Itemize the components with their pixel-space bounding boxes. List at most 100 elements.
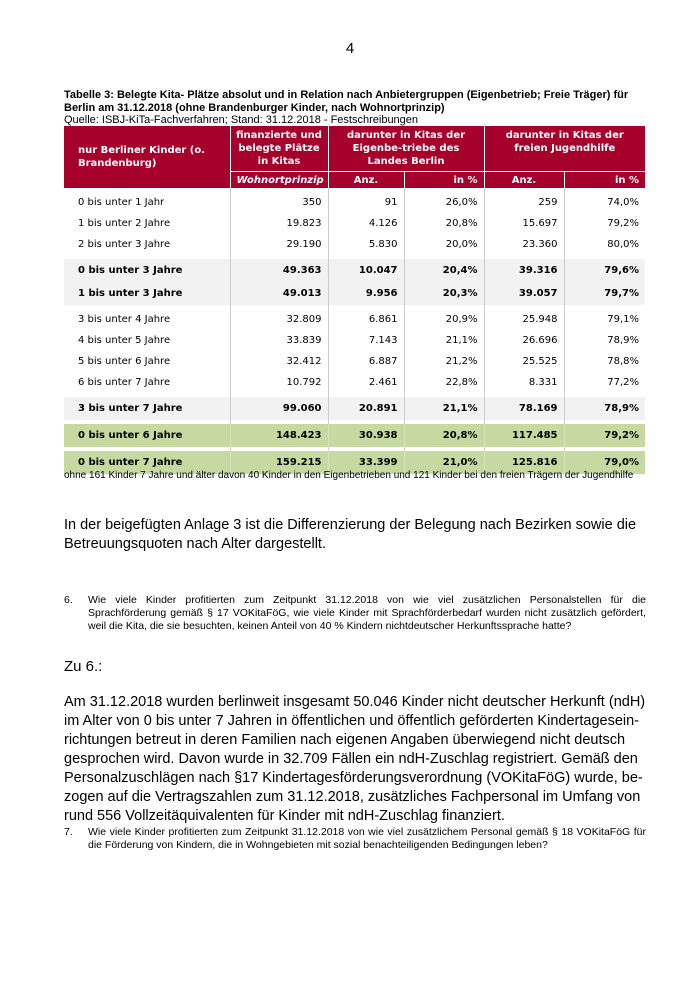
row-label: 0 bis unter 6 Jahre (64, 424, 230, 447)
subheader-eb-pct: in % (403, 171, 484, 188)
cell-eb-anz: 9.956 (327, 282, 404, 305)
question-number: 6. (64, 594, 73, 606)
cell-fj-pct: 74,0% (563, 192, 645, 213)
cell-fj-anz: 26.696 (483, 330, 564, 351)
cell-fj-anz: 39.316 (483, 259, 564, 282)
cell-fj-anz: 8.331 (483, 372, 564, 393)
paragraph-anlage: In der beigefügten Anlage 3 ist die Diff… (64, 517, 637, 552)
row-label: 1 bis unter 3 Jahre (64, 282, 230, 305)
cell-eb-pct: 22,8% (403, 372, 484, 393)
table-header-row: nur Berliner Kinder (o. Brandenburg) fin… (64, 126, 645, 188)
cell-eb-pct: 20,9% (403, 309, 484, 330)
row-label: 4 bis unter 5 Jahre (78, 335, 171, 346)
cell-total: 159.215 (229, 451, 328, 474)
table-row: 0 bis unter 1 Jahr 350 91 26,0% 259 74,0… (64, 192, 645, 213)
cell-eb-pct: 20,8% (403, 424, 484, 447)
cell-eb-pct: 20,3% (403, 282, 484, 305)
question-6: 6. Wie viele Kinder profitierten zum Zei… (64, 594, 646, 633)
cell-eb-pct: 20,4% (403, 259, 484, 282)
cell-eb-pct: 21,1% (403, 397, 484, 420)
cell-total: 32.809 (229, 309, 328, 330)
question-number: 7. (64, 826, 73, 838)
cell-eb-anz: 6.861 (327, 309, 404, 330)
cell-fj-pct: 80,0% (563, 234, 645, 255)
cell-total: 350 (229, 192, 328, 213)
row-label: 3 bis unter 4 Jahre (78, 314, 171, 325)
table-row-total: 0 bis unter 6 Jahre 148.423 30.938 20,8%… (64, 424, 645, 447)
header-total: finanzierte und belegte Plätze in Kitas (229, 126, 328, 172)
cell-fj-anz: 125.816 (483, 451, 564, 474)
answer-6-text: Am 31.12.2018 wurden berlinweit insgesam… (64, 694, 646, 824)
table-row: 2 bis unter 3 Jahre 29.190 5.830 20,0% 2… (64, 234, 645, 255)
cell-eb-anz: 33.399 (327, 451, 404, 474)
cell-fj-pct: 79,1% (563, 309, 645, 330)
table-source: Quelle: ISBJ-KiTa-Fachverfahren; Stand: … (64, 114, 419, 126)
cell-eb-anz: 91 (327, 192, 404, 213)
table-subheader-row: Wohnortprinzip Anz. in % Anz. in % (64, 171, 645, 188)
table-row-subtotal: 1 bis unter 3 Jahre 49.013 9.956 20,3% 3… (64, 282, 645, 305)
occupancy-table: nur Berliner Kinder (o. Brandenburg) fin… (64, 126, 645, 474)
cell-total: 49.013 (229, 282, 328, 305)
cell-fj-anz: 25.525 (483, 351, 564, 372)
cell-fj-anz: 117.485 (483, 424, 564, 447)
cell-eb-anz: 10.047 (327, 259, 404, 282)
cell-eb-pct: 20,8% (403, 213, 484, 234)
row-label: 6 bis unter 7 Jahre (78, 377, 171, 388)
table-footnote: ohne 161 Kinder 7 Jahre und älter davon … (64, 470, 634, 481)
subheader-fj-pct: in % (563, 171, 645, 188)
cell-eb-anz: 30.938 (327, 424, 404, 447)
cell-total: 33.839 (229, 330, 328, 351)
page-number: 4 (345, 40, 355, 57)
table-row: 1 bis unter 2 Jahre 19.823 4.126 20,8% 1… (64, 213, 645, 234)
cell-fj-pct: 78,8% (563, 351, 645, 372)
cell-fj-anz: 23.360 (483, 234, 564, 255)
cell-total: 49.363 (229, 259, 328, 282)
cell-fj-pct: 79,0% (563, 451, 645, 474)
row-label: 0 bis unter 1 Jahr (78, 197, 165, 208)
cell-eb-anz: 6.887 (327, 351, 404, 372)
table-row: 3 bis unter 4 Jahre 32.809 6.861 20,9% 2… (64, 309, 645, 330)
table-row-total: 0 bis unter 7 Jahre 159.215 33.399 21,0%… (64, 451, 645, 474)
header-age-group: nur Berliner Kinder (o. Brandenburg) (64, 126, 230, 188)
cell-fj-pct: 79,7% (563, 282, 645, 305)
table-row-subtotal: 3 bis unter 7 Jahre 99.060 20.891 21,1% … (64, 397, 645, 420)
cell-fj-pct: 78,9% (563, 397, 645, 420)
cell-eb-pct: 21,1% (403, 330, 484, 351)
row-label: 0 bis unter 3 Jahre (64, 259, 230, 282)
question-text: Wie viele Kinder profitierten zum Zeitpu… (88, 826, 646, 851)
cell-fj-pct: 79,2% (563, 424, 645, 447)
subheader-wohnortprinzip: Wohnortprinzip (229, 171, 328, 188)
subheader-fj-anz: Anz. (483, 171, 564, 188)
question-7: 7. Wie viele Kinder profitierten zum Zei… (64, 826, 646, 852)
table-caption: Tabelle 3: Belegte Kita- Plätze absolut … (64, 89, 644, 127)
cell-fj-anz: 259 (483, 192, 564, 213)
subheader-eb-anz: Anz. (327, 171, 404, 188)
cell-fj-pct: 79,2% (563, 213, 645, 234)
question-text: Wie viele Kinder profitierten zum Zeitpu… (88, 594, 646, 632)
answer-heading: Zu 6.: (64, 658, 103, 675)
cell-fj-anz: 15.697 (483, 213, 564, 234)
cell-total: 32.412 (229, 351, 328, 372)
row-label: 2 bis unter 3 Jahre (78, 239, 171, 250)
row-label: 3 bis unter 7 Jahre (64, 397, 230, 420)
table-row: 6 bis unter 7 Jahre 10.792 2.461 22,8% 8… (64, 372, 645, 393)
cell-eb-pct: 21,2% (403, 351, 484, 372)
cell-fj-anz: 78.169 (483, 397, 564, 420)
cell-fj-anz: 25.948 (483, 309, 564, 330)
cell-eb-pct: 20,0% (403, 234, 484, 255)
table-row: 4 bis unter 5 Jahre 33.839 7.143 21,1% 2… (64, 330, 645, 351)
cell-total: 29.190 (229, 234, 328, 255)
cell-total: 10.792 (229, 372, 328, 393)
cell-eb-anz: 4.126 (327, 213, 404, 234)
cell-eb-pct: 21,0% (403, 451, 484, 474)
table-row: 5 bis unter 6 Jahre 32.412 6.887 21,2% 2… (64, 351, 645, 372)
cell-eb-pct: 26,0% (403, 192, 484, 213)
cell-fj-pct: 79,6% (563, 259, 645, 282)
cell-fj-anz: 39.057 (483, 282, 564, 305)
header-freie-jugendhilfe: darunter in Kitas der freien Jugendhilfe (483, 126, 645, 172)
table-title: Tabelle 3: Belegte Kita- Plätze absolut … (64, 89, 629, 114)
table-row-subtotal: 0 bis unter 3 Jahre 49.363 10.047 20,4% … (64, 259, 645, 282)
header-eigenbetriebe: darunter in Kitas der Eigenbe-triebe des… (327, 126, 484, 172)
cell-total: 148.423 (229, 424, 328, 447)
cell-eb-anz: 20.891 (327, 397, 404, 420)
